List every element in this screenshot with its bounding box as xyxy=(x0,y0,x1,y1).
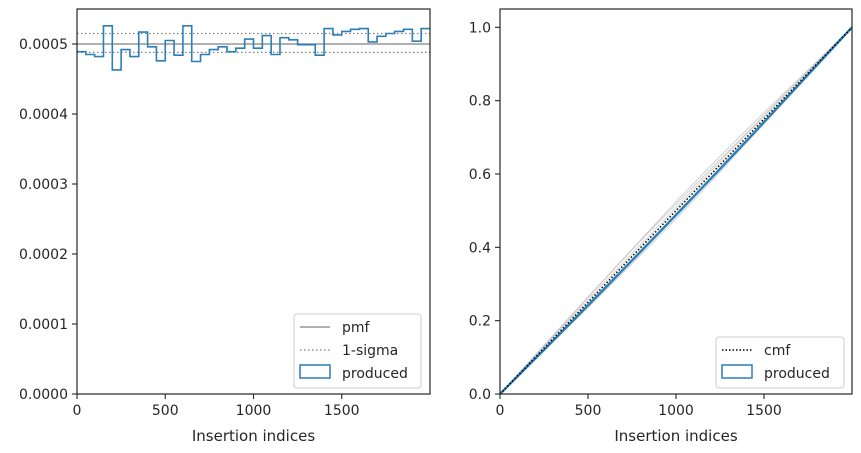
cmf-y-tick-label: 0.0 xyxy=(469,387,491,403)
cmf-produced-line xyxy=(499,26,853,395)
cmf-line xyxy=(499,26,853,395)
pmf-x-axis-label: Insertion indices xyxy=(192,427,315,445)
cmf-y-tick-label: 0.6 xyxy=(469,167,491,183)
legend-cmf-produced-label: produced xyxy=(764,366,830,382)
pmf-y-tick-label: 0.0004 xyxy=(19,107,68,123)
cmf-x-tick-label: 0 xyxy=(496,403,505,419)
pmf-y-tick-label: 0.0005 xyxy=(19,37,68,53)
pmf-legend-box xyxy=(293,313,422,389)
legend-cmf-label: cmf xyxy=(764,343,791,359)
cmf-y-tick-label: 0.4 xyxy=(469,240,491,256)
legend-cmf-produced-swatch xyxy=(721,364,753,379)
pmf-legend: pmf 1-sigma produced xyxy=(293,313,422,389)
pmf-x-tick-label: 0 xyxy=(73,403,82,419)
produced-histogram xyxy=(77,25,430,71)
cmf-produced-line-group xyxy=(499,26,853,395)
pmf-panel: 0 500 1000 1500 0.00000.00010.00020.00030.0… xyxy=(19,8,431,445)
cmf-x-tick-label: 500 xyxy=(575,403,602,419)
pmf-y-ticks: 0.0000 0.0001 0.0002 0.0003 0.0004 0.0005 xyxy=(19,37,77,403)
legend-produced-swatch xyxy=(299,364,331,379)
sigma-lines xyxy=(77,32,430,54)
cmf-y-tick-label: 0.2 xyxy=(469,314,491,330)
cmf-x-tick-label: 1500 xyxy=(746,403,782,419)
cmf-line-group xyxy=(499,26,853,395)
pmf-x-ticks: 0 500 1000 1500 xyxy=(73,394,360,419)
cmf-y-tick-label: 1.0 xyxy=(469,20,491,36)
pmf-y-tick-label: 0.0000 xyxy=(19,387,68,403)
cmf-y-ticks: 0.0 0.2 0.4 0.6 0.8 1.0 xyxy=(469,20,500,403)
cmf-envelope-line xyxy=(499,26,853,395)
legend-pmf-label: pmf xyxy=(342,320,371,336)
pmf-y-tick-label: 0.0001 xyxy=(19,317,68,333)
pmf-x-tick-label: 1500 xyxy=(324,403,360,419)
legend-produced-label: produced xyxy=(342,366,408,382)
cmf-legend: cmf produced xyxy=(715,336,845,389)
cmf-y-tick-label: 0.8 xyxy=(469,94,491,110)
cmf-x-axis-label: Insertion indices xyxy=(614,427,737,445)
pmf-y-tick-label: 0.0003 xyxy=(19,177,68,193)
legend-sigma-label: 1-sigma xyxy=(342,343,398,359)
cmf-x-tick-label: 1000 xyxy=(658,403,694,419)
pmf-x-tick-label: 1000 xyxy=(236,403,272,419)
cmf-envelope-line xyxy=(499,26,853,395)
cmf-x-ticks: 0 500 1000 1500 xyxy=(496,394,782,419)
cmf-panel: 0 500 1000 1500 0.0 0.2 0.4 0.6 0.8 1.0 Insertio… xyxy=(469,8,853,445)
pmf-y-tick-label: 0.0002 xyxy=(19,247,68,263)
pmf-x-tick-label: 500 xyxy=(152,403,179,419)
produced-step-line xyxy=(77,25,430,71)
